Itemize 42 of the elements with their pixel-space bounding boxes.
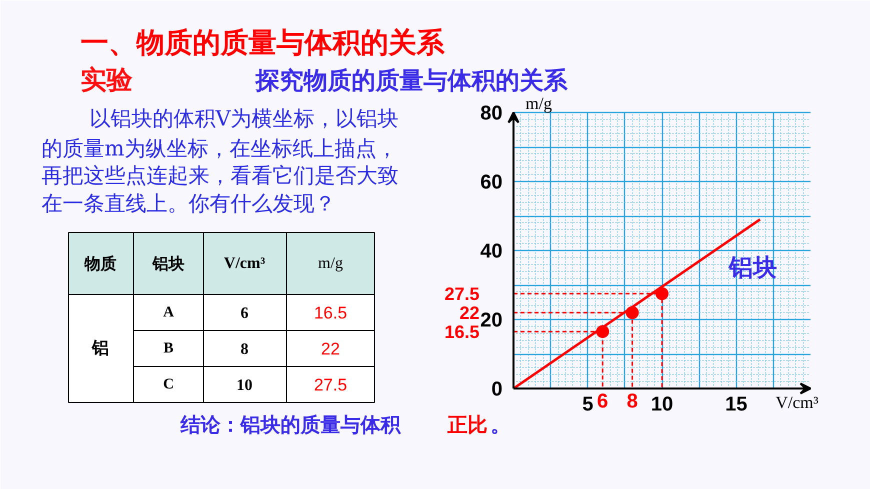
text: 22 [321,340,340,358]
text: A [163,304,174,320]
point [596,325,610,338]
annotation: 22 [459,303,480,324]
text: 的质量m为纵坐标，在坐标纸上描点， [42,136,398,160]
text: 16.5 [314,304,348,322]
text: 实验 [80,66,134,96]
text: 再把这些点连起来，看看它们是否大致 [42,164,398,188]
x-axis-title: V/cm³ [776,393,819,412]
x-tick-label: 15 [725,394,748,416]
text: 10 [236,377,252,394]
chart-subtitle: 探究物质的质量与体积的关系 [254,66,568,94]
text: 6 [240,305,248,322]
text: V/cm³ [224,255,266,272]
annotation: 27.5 [444,284,480,304]
text: 结论：铝块的质量与体积 [180,412,402,436]
text: 27.5 [314,376,348,394]
point [656,287,668,300]
text: 8 [240,341,248,358]
annotation: 6 [597,390,608,412]
x-tick-label: 10 [650,394,674,416]
text: 铝 [91,338,109,358]
y-tick-label: 80 [480,102,503,124]
text: m/g [318,255,343,272]
annotation: 16.5 [444,322,480,342]
text: 以铝块的体积V为横坐标，以铝块 [90,106,399,130]
text: 正比 [446,412,488,436]
text: 在一条直线上。你有什么发现？ [42,192,336,216]
y-axis-title: m/g [526,94,552,113]
y-tick-label: 0 [491,378,502,400]
text: 物质 [84,254,116,273]
y-tick-label: 60 [480,172,503,194]
text: 。 [490,412,510,436]
y-tick-label: 40 [480,240,503,262]
annotation: 8 [626,390,638,412]
text: B [164,340,174,356]
point [626,306,639,320]
x-tick-label: 5 [582,394,594,416]
text: C [163,376,174,392]
text: 一、物质的质量与体积的关系 [80,26,446,59]
text: 铝块 [152,254,184,273]
y-tick-label: 20 [480,310,503,332]
